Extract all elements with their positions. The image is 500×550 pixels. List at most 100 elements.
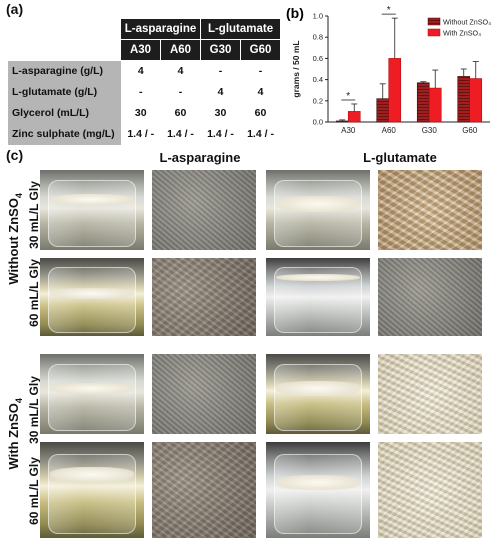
table-row: L-glutamate (g/L) - - 4 4 (8, 81, 281, 103)
column-header: G30 (200, 39, 242, 61)
y-tick-label: 0.6 (313, 54, 323, 63)
pellicle (276, 195, 360, 212)
photo-asparagine-with-zn-30gly (40, 354, 144, 434)
table-cell: - (160, 81, 201, 103)
row-label-30-gly: 30 mL/L Gly (27, 181, 41, 249)
photo-texture (152, 258, 256, 336)
row-label: L-asparagine (g/L) (8, 60, 121, 82)
row-label: L-glutamate (g/L) (8, 81, 121, 103)
photo-texture (152, 442, 256, 538)
bar-G30-0 (416, 82, 430, 123)
y-tick-label: 0.8 (313, 33, 323, 42)
table-cell: 30 (120, 102, 161, 124)
bar-A30-0 (335, 120, 349, 123)
pellicle (50, 382, 134, 394)
table-cell: 4 (160, 60, 201, 82)
table-cell: 1.4 / - (240, 123, 281, 145)
table-cell: 4 (200, 81, 241, 103)
x-tick-label: G60 (462, 126, 478, 135)
y-tick-label: 0.2 (313, 96, 323, 105)
y-tick-label: 0.0 (313, 118, 323, 127)
jar-glass (274, 363, 362, 431)
jar-glass (48, 453, 136, 535)
column-header: A60 (159, 39, 202, 61)
photo-glutamate-with-zn-60gly (266, 442, 370, 538)
table-cell: 60 (160, 102, 201, 124)
x-tick-label: G30 (422, 126, 438, 135)
bar-G60-1 (469, 78, 483, 123)
composition-table: L-asparagine L-glutamate A30 A60 G30 G60… (8, 18, 282, 145)
legend-label: With ZnSO₄ (443, 29, 481, 38)
row-label: Glycerol (mL/L) (8, 102, 121, 124)
table-corner-2 (9, 40, 121, 61)
y-tick-label: 0.4 (313, 75, 323, 84)
table-cell: 60 (240, 102, 281, 124)
x-tick-label: A60 (382, 126, 397, 135)
row-label-60-gly: 60 mL/L Gly (27, 259, 41, 327)
group-header-asparagine: L-asparagine (119, 18, 202, 40)
table-cell: 4 (120, 60, 161, 82)
bar-G60-0 (457, 76, 471, 123)
table-column-header-row: A30 A60 G30 G60 (9, 39, 282, 61)
column-header: A30 (120, 39, 161, 61)
table-row: Glycerol (mL/L) 30 60 30 60 (8, 102, 281, 124)
legend-swatch (427, 17, 441, 26)
photo-texture (378, 258, 482, 336)
column-title-asparagine: L-asparagine (159, 150, 241, 165)
pellicle (276, 381, 360, 396)
photo-texture (378, 170, 482, 250)
photo-glutamate-with-zn-30gly (266, 354, 370, 434)
panel-label-c: (c) (6, 147, 24, 163)
jar-glass (274, 453, 362, 535)
photo-asparagine-with-zn-60gly (40, 442, 144, 538)
jar-glass (48, 267, 136, 333)
row-label-60-gly: 60 mL/L Gly (27, 457, 41, 525)
group-label-subscript: 4 (13, 193, 24, 199)
panel-label-b: (b) (286, 5, 304, 21)
jar-glass (48, 363, 136, 431)
photo-texture (152, 354, 256, 434)
panel-label-a: (a) (6, 1, 24, 17)
table-cell: - (200, 60, 241, 82)
table-cell: - (120, 81, 161, 103)
group-label-with-znso4: With ZnSO4 (6, 369, 24, 499)
jar-glass (48, 179, 136, 247)
photo-glutamate-without-zn-30gly (266, 170, 370, 250)
biomass-bar-chart: (b) 0.0 0.2 0.4 0.6 0.8 1.0 grams / 50 mL A30 A6… (286, 5, 491, 135)
photo-texture (378, 442, 482, 538)
pellicle (276, 273, 360, 282)
photo-asparagine-without-zn-30gly (40, 170, 144, 250)
group-label-subscript: 4 (13, 398, 24, 404)
table-group-header-row: L-asparagine L-glutamate (9, 18, 282, 40)
row-label: Zinc sulphate (mg/L) (8, 123, 121, 145)
y-axis-label: grams / 50 mL (291, 40, 301, 97)
bar-A60-1 (388, 58, 402, 123)
bar-A60-0 (376, 98, 390, 123)
table-row: Zinc sulphate (mg/L) 1.4 / - 1.4 / - 1.4… (8, 123, 281, 145)
legend-label: Without ZnSO₄ (443, 18, 491, 27)
column-title-glutamate: L-glutamate (363, 150, 437, 165)
table-cell: 1.4 / - (200, 123, 241, 145)
significance-label: * (346, 91, 350, 102)
bar-A30-1 (347, 111, 361, 123)
jar-glass (274, 179, 362, 247)
bar-G30-1 (428, 87, 442, 123)
chart-plot-area: 0.0 0.2 0.4 0.6 0.8 1.0 grams / 50 mL A30 A60 G30… (291, 5, 491, 135)
table-corner (9, 19, 121, 40)
photo-texture (378, 354, 482, 434)
pellicle (50, 466, 134, 483)
table-row: L-asparagine (g/L) 4 4 - - (8, 60, 281, 82)
table-cell: 1.4 / - (160, 123, 201, 145)
table-cell: 1.4 / - (120, 123, 161, 145)
significance-label: * (387, 5, 391, 16)
group-label-without-znso4: Without ZnSO4 (6, 174, 24, 304)
pellicle (50, 194, 134, 206)
pellicle (50, 287, 134, 299)
group-label-text: Without ZnSO (6, 198, 22, 285)
photo-asparagine-without-zn-60gly (40, 258, 144, 336)
y-tick-label: 1.0 (313, 12, 323, 21)
legend-swatch (427, 28, 441, 37)
table-cell: 30 (200, 102, 241, 124)
row-label-30-gly: 30 mL/L Gly (27, 376, 41, 444)
photo-glutamate-without-zn-60gly (266, 258, 370, 336)
